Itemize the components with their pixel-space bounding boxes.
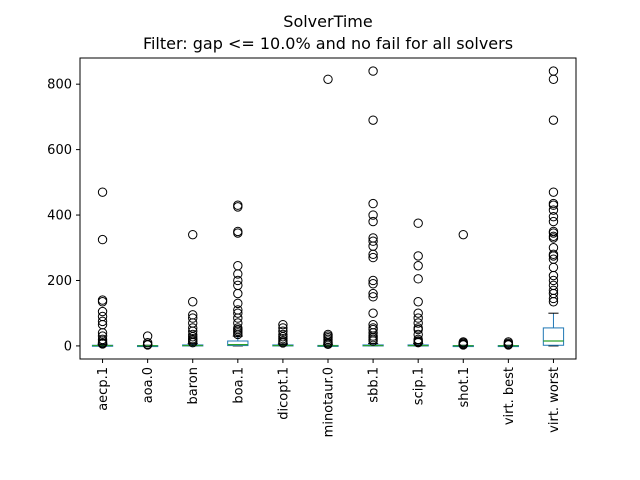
outlier-point (278, 319, 288, 330)
x-tick-label: scip.1 (412, 367, 427, 405)
outlier-point (548, 66, 559, 76)
outlier-point (97, 297, 108, 307)
x-tick-label: virt. best (502, 367, 517, 425)
outlier-point (413, 324, 423, 335)
outlier-point (323, 339, 333, 349)
plot-area: 0 200 400 600 800 aecp.1 aoa.0 baron boa.1 dicopt… (47, 66, 565, 437)
box (542, 327, 565, 346)
x-tick-label: dicopt.1 (276, 367, 291, 420)
outlier-point (368, 210, 378, 220)
outlier-point (368, 292, 378, 302)
outlier-point (548, 205, 559, 215)
outlier-point (458, 340, 468, 350)
outlier-point (233, 269, 243, 279)
outlier-point (413, 337, 423, 348)
plot-frame (79, 57, 577, 360)
outlier-point (368, 115, 378, 125)
outlier-point (548, 270, 559, 281)
outlier-point (97, 339, 108, 349)
outlier-point (233, 298, 243, 309)
outlier-point (233, 280, 243, 291)
x-tick-label: sbb.1 (367, 367, 382, 403)
outlier-point (548, 251, 559, 261)
outlier-point (188, 313, 198, 323)
outlier-point (233, 261, 243, 271)
y-tick-label: 400 (47, 209, 72, 224)
outlier-point (278, 338, 288, 348)
x-tick-label: aecp.1 (96, 367, 111, 411)
outlier-point (548, 293, 559, 304)
outlier-point (548, 216, 559, 227)
outlier-point (97, 316, 108, 327)
outlier-point (97, 331, 108, 341)
x-tick-label: virt. worst (547, 367, 562, 433)
chart-title: SolverTime (283, 12, 372, 31)
outlier-point (413, 218, 423, 228)
outlier-point (548, 297, 559, 307)
y-tick-label: 0 (64, 339, 72, 354)
outlier-point (548, 275, 559, 286)
outlier-point (233, 329, 243, 340)
outlier-point (368, 288, 378, 299)
outlier-point (233, 313, 243, 323)
outlier-point (233, 275, 243, 286)
x-tick-label: boa.1 (231, 367, 246, 404)
outlier-point (142, 340, 153, 350)
outlier-point (323, 74, 333, 84)
outlier-point (233, 228, 243, 238)
outlier-point (368, 275, 378, 286)
outlier-point (368, 279, 378, 289)
outlier-point (188, 297, 198, 307)
outlier-point (368, 308, 378, 318)
outlier-point (413, 274, 423, 284)
outlier-point (548, 200, 559, 210)
outlier-point (233, 308, 243, 318)
outlier-point (278, 326, 288, 336)
outlier-point (548, 262, 559, 273)
outlier-point (548, 211, 559, 222)
outlier-point (97, 311, 108, 322)
outlier-point (413, 308, 423, 318)
x-tick-label: aoa.0 (141, 367, 156, 403)
box (227, 340, 249, 347)
y-tick-label: 200 (47, 274, 72, 289)
outlier-point (368, 198, 378, 209)
y-tick-label: 800 (47, 78, 72, 93)
outlier-point (458, 229, 468, 240)
outlier-point (413, 251, 423, 261)
outlier-point (188, 318, 198, 328)
x-tick-label: minotaur.0 (322, 367, 337, 437)
outlier-point (188, 337, 198, 348)
outlier-point (548, 74, 559, 84)
outlier-point (548, 228, 559, 238)
outlier-point (368, 336, 378, 346)
outlier-point (368, 252, 378, 263)
outlier-point (413, 313, 423, 323)
chart-subtitle: Filter: gap <= 10.0% and no fail for all… (143, 34, 513, 53)
outlier-point (233, 288, 243, 299)
outlier-point (548, 187, 559, 197)
x-tick-label: baron (186, 367, 201, 404)
x-tick-label: shot.1 (457, 367, 472, 407)
y-tick-label: 600 (47, 143, 72, 158)
outlier-point (503, 340, 514, 350)
outlier-point (97, 187, 108, 197)
outlier-point (548, 233, 559, 243)
outlier-point (368, 241, 378, 251)
outlier-point (233, 202, 243, 212)
outlier-point (413, 318, 423, 328)
outlier-point (548, 280, 559, 291)
outlier-point (368, 249, 378, 260)
outlier-point (368, 236, 378, 246)
outlier-point (368, 216, 378, 227)
outlier-point (413, 261, 423, 271)
outlier-point (368, 66, 378, 76)
outlier-point (548, 115, 559, 125)
outlier-point (413, 297, 423, 307)
outlier-point (188, 229, 198, 240)
outlier-point (97, 234, 108, 245)
outlier-point (97, 306, 108, 317)
